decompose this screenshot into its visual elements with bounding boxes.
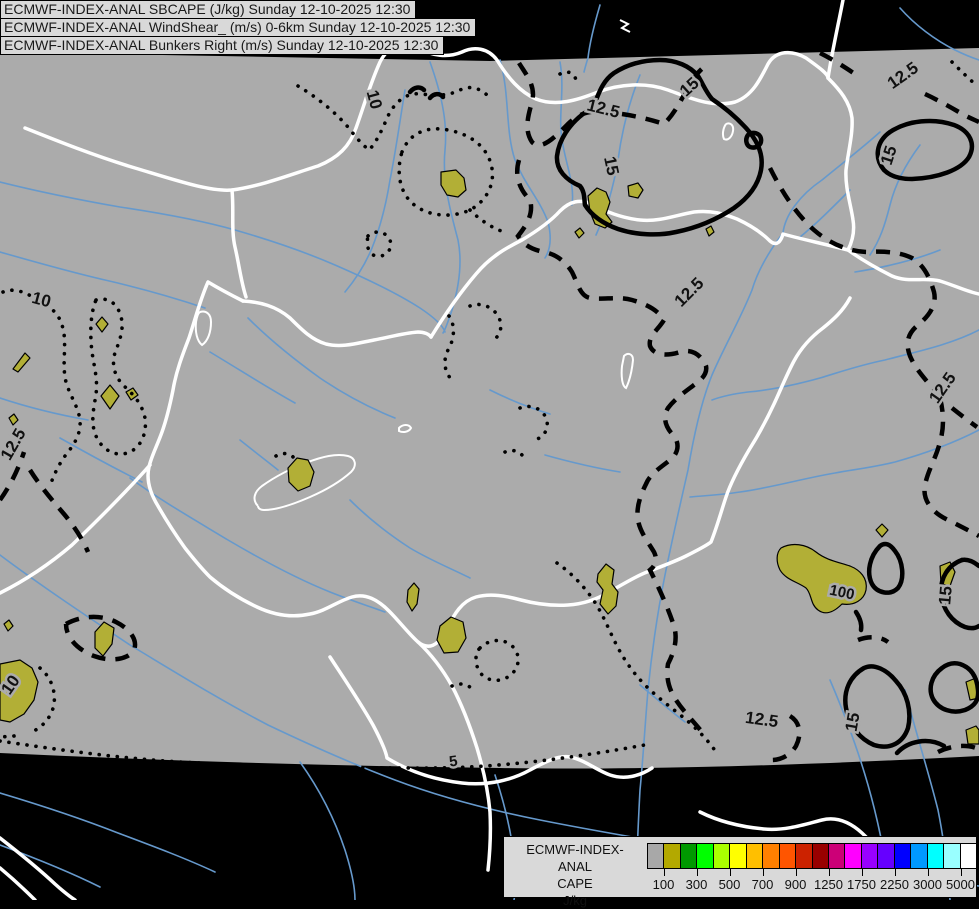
colorbar-tick [663, 869, 665, 876]
colorbar-cell-12 [844, 843, 861, 869]
cape-colorbar [647, 843, 978, 869]
colorbar-cell-15 [893, 843, 911, 869]
colorbar-cell-7 [762, 843, 779, 869]
title-bar-bunkers-right: ECMWF-INDEX-ANAL Bunkers Right (m/s) Sun… [0, 36, 445, 55]
colorbar-tick [795, 869, 797, 876]
colorbar-tick-label: 500 [718, 877, 741, 892]
colorbar-tick [927, 869, 929, 876]
lake-tisza [620, 352, 635, 390]
lake-balaton [253, 453, 356, 512]
colorbar-tick [762, 869, 764, 876]
colorbar-cell-6 [745, 843, 763, 869]
lake-velence [398, 424, 413, 433]
colorbar-cell-13 [860, 843, 878, 869]
legend-title-line1: ECMWF-INDEX-ANAL [526, 842, 624, 874]
colorbar-cell-18 [943, 843, 960, 869]
colorbar-cell-19 [959, 843, 978, 869]
colorbar-cell-14 [877, 843, 894, 869]
colorbar-tick [894, 869, 896, 876]
contours-dotted-10 [0, 60, 977, 770]
contour-label-15: 15 [842, 711, 864, 733]
colorbar-tick [960, 869, 962, 876]
contours-dashed-12-5 [0, 50, 979, 763]
colorbar-ticks [647, 869, 977, 877]
colorbar-cell-1 [663, 843, 680, 869]
colorbar-tick-label: 3000 [913, 877, 942, 892]
legend-box: ECMWF-INDEX-ANAL CAPE J/kg 100 300 500 700 9… [503, 836, 979, 908]
colorbar-tick-label: 5000 [946, 877, 975, 892]
colorbar-cell-0 [647, 843, 664, 869]
contour-label-15: 15 [935, 585, 956, 606]
title-bar-windshear: ECMWF-INDEX-ANAL WindShear_ (m/s) 0-6km … [0, 18, 477, 37]
colorbar-tick-label: 1750 [847, 877, 876, 892]
colorbar-tick-label: 300 [685, 877, 708, 892]
colorbar-tick [696, 869, 698, 876]
colorbar-cell-10 [811, 843, 828, 869]
colorbar-cell-5 [729, 843, 746, 869]
colorbar-cell-11 [827, 843, 845, 869]
colorbar-tick-label: 700 [751, 877, 774, 892]
title-bar-sbcape: ECMWF-INDEX-ANAL SBCAPE (J/kg) Sunday 12… [0, 0, 417, 19]
colorbar-cell-17 [926, 843, 944, 869]
colorbar-tick-label: 100 [652, 877, 675, 892]
colorbar-tick-label: 900 [784, 877, 807, 892]
colorbar-tick-label: 2250 [880, 877, 909, 892]
colorbar-cell-2 [679, 843, 697, 869]
colorbar-tick [861, 869, 863, 876]
colorbar-cell-3 [696, 843, 713, 869]
contours-solid-15 [407, 57, 979, 756]
colorbar-cell-4 [712, 843, 730, 869]
colorbar-tick-labels: 100 300 500 700 900 1250 1750 2250 3000 5000 [647, 877, 979, 893]
colorbar-cell-9 [795, 843, 812, 869]
colorbar-tick [828, 869, 830, 876]
legend-title: ECMWF-INDEX-ANAL CAPE J/kg [510, 841, 640, 909]
colorbar-tick-label: 1250 [814, 877, 843, 892]
colorbar-tick [729, 869, 731, 876]
contour-label-15: 15 [600, 155, 623, 177]
colorbar-cell-16 [910, 843, 927, 869]
colorbar-cell-8 [778, 843, 796, 869]
legend-title-line3: J/kg [563, 893, 587, 908]
legend-title-line2: CAPE [557, 876, 593, 891]
model-domain-band [0, 48, 979, 769]
